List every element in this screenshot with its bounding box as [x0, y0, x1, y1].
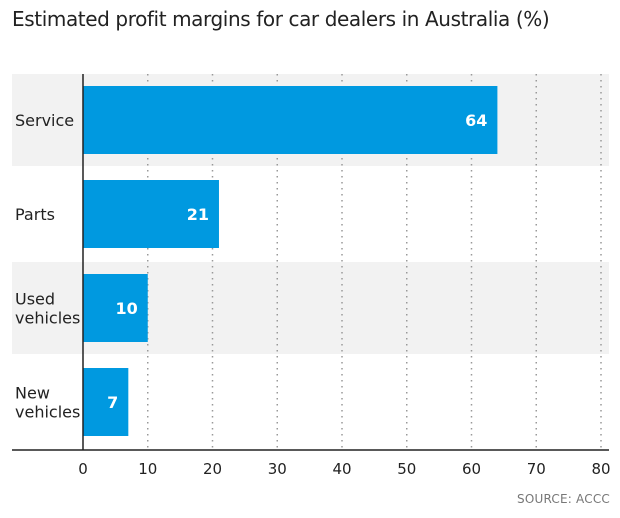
tick-label: 40	[332, 460, 351, 478]
category-label: Service	[15, 111, 74, 130]
chart-title: Estimated profit margins for car dealers…	[12, 7, 550, 31]
axes	[12, 74, 609, 451]
source-note: SOURCE: ACCC	[517, 492, 610, 506]
bar	[83, 180, 219, 248]
tick-label: 60	[462, 460, 481, 478]
grid-lines	[147, 74, 602, 450]
tick-label: 10	[138, 460, 157, 478]
category-label: New vehicles	[15, 384, 80, 422]
bar	[83, 86, 498, 154]
data-label: 64	[465, 111, 487, 130]
bar	[83, 274, 148, 342]
tick-label: 20	[203, 460, 222, 478]
data-label: 21	[187, 205, 209, 224]
tick-label: 80	[591, 460, 610, 478]
category-label: Parts	[15, 205, 55, 224]
category-label: Used vehicles	[15, 290, 80, 328]
bars	[83, 86, 498, 436]
data-label: 10	[115, 299, 137, 318]
category-labels: Service Parts Used vehicles New vehicles	[15, 111, 80, 422]
value-labels: 64 21 10 7	[107, 111, 487, 412]
tick-label: 50	[397, 460, 416, 478]
tick-labels: 0 10 20 30 40 50 60 70 80	[78, 460, 610, 478]
tick-label: 70	[527, 460, 546, 478]
data-label: 7	[107, 393, 118, 412]
bar	[83, 368, 129, 436]
tick-label: 0	[78, 460, 88, 478]
tick-label: 30	[268, 460, 287, 478]
